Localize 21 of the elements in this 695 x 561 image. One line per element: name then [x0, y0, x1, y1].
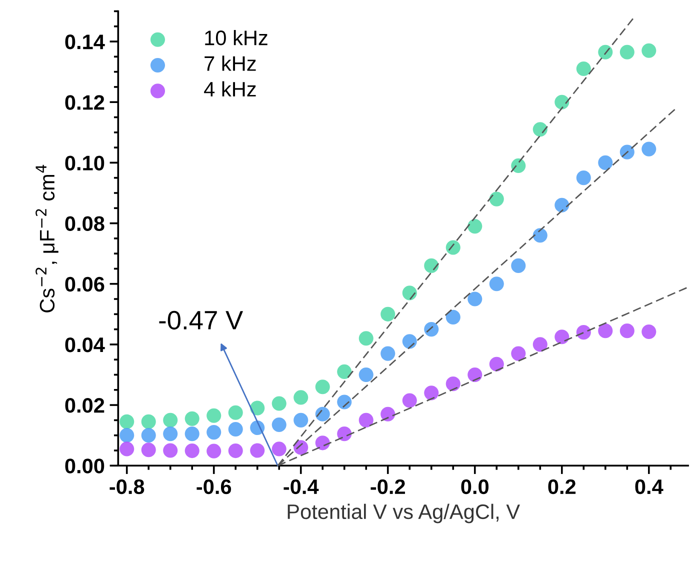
legend-label: 7 kHz [204, 56, 256, 71]
y-tick-label: 0.08 [65, 216, 104, 232]
y-axis-title: Cs$^{−2}$, μF$^{−2}$ cm$^{4}$ [36, 164, 58, 312]
x-tick-label: 0.2 [548, 479, 576, 494]
x-tick-label: -0.6 [196, 479, 232, 494]
y-tick-label: 0.14 [65, 34, 105, 50]
x-tick-label: -0.4 [284, 479, 319, 494]
x-tick-label: -0.2 [370, 479, 405, 494]
y-tick-label: 0.04 [65, 337, 105, 352]
y-tick-label: 0.02 [65, 398, 104, 413]
legend-label: 4 kHz [204, 81, 256, 96]
y-tick-label: 0.10 [65, 156, 104, 170]
y-tick-label: 0.12 [65, 95, 104, 110]
y-tick-label: 0.06 [65, 276, 104, 292]
x-tick-label: -0.8 [110, 479, 144, 494]
legend-label: 10 kHz [205, 30, 268, 46]
x-tick-label: 0.4 [635, 479, 664, 494]
x-tick-label: 0.0 [461, 479, 489, 494]
annotation: -0.47 V [159, 310, 244, 330]
x-axis-title: Potential V vs Ag/AgCl, V [288, 504, 520, 524]
y-tick-label: 0.00 [65, 458, 104, 474]
